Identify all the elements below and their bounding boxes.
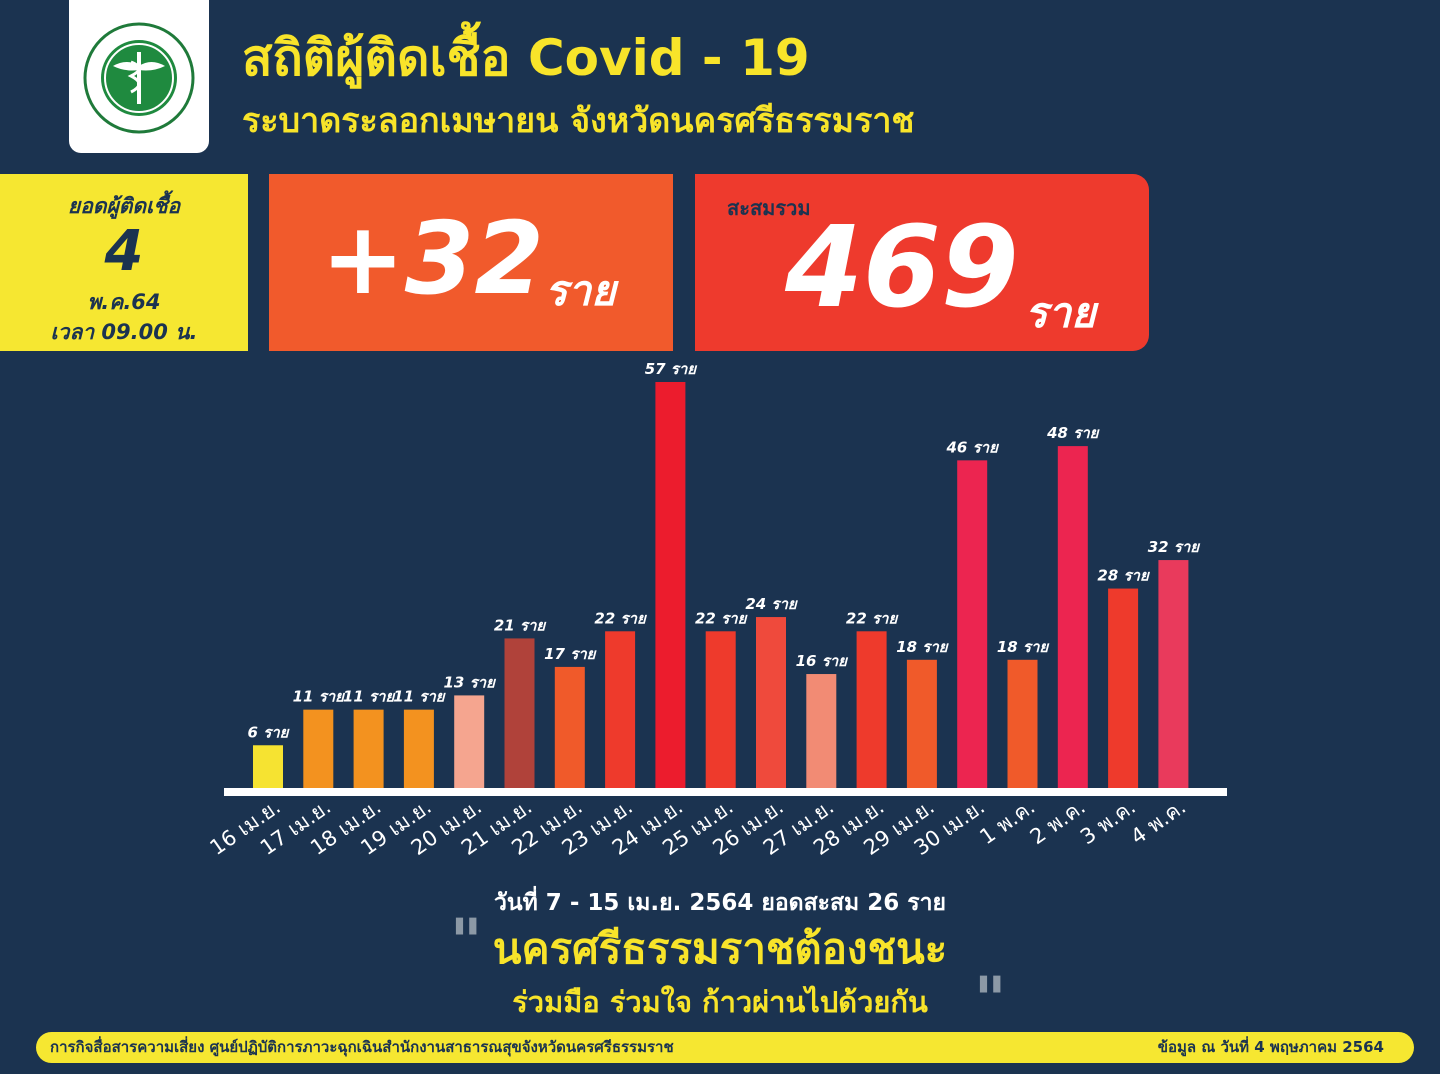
bar-value-label: 22 ราย — [846, 609, 899, 627]
bar-value-label: 11 ราย — [343, 688, 396, 706]
footer-source: การกิจสื่อสารความเสี่ยง ศูนย์ปฏิบัติการภ… — [50, 1038, 674, 1056]
total-cases-unit: ราย — [1025, 288, 1096, 337]
date-card-month: พ.ค.64 — [87, 290, 161, 314]
x-axis-line — [224, 788, 1227, 796]
bar-value-label: 48 ราย — [1046, 424, 1100, 442]
bar-4 — [403, 709, 434, 788]
bar-value-label: 21 ราย — [494, 616, 547, 634]
page-subtitle: ระบาดระลอกเมษายน จังหวัดนครศรีธรรมราช — [242, 101, 915, 141]
footer-bar: การกิจสื่อสารความเสี่ยง ศูนย์ปฏิบัติการภ… — [36, 1032, 1414, 1063]
open-quote-mark: " — [450, 905, 483, 978]
bar-19 — [1158, 560, 1189, 788]
x-tick-label: 2 พ.ค. — [1026, 794, 1090, 849]
bar-value-label: 16 ราย — [796, 652, 849, 670]
bar-1 — [253, 745, 283, 788]
bar-14 — [906, 659, 937, 788]
page-title: สถิติผู้ติดเชื้อ Covid - 19 — [242, 29, 810, 87]
slogan: นครศรีธรรมราชต้องชนะ — [492, 924, 948, 973]
ministry-emblem-icon — [83, 22, 195, 134]
bar-value-label: 28 ราย — [1097, 567, 1150, 585]
bar-11 — [756, 617, 786, 788]
total-cases-value: 469 — [785, 203, 1019, 333]
bar-value-label: 11 ราย — [293, 688, 346, 706]
ministry-logo — [69, 0, 209, 153]
bar-value-label: 18 ราย — [997, 638, 1050, 656]
bar-value-label: 13 ราย — [444, 673, 497, 691]
bar-value-label: 46 ราย — [946, 438, 1000, 456]
new-cases-value: +32 — [321, 200, 544, 317]
bar-value-label: 24 ราย — [745, 595, 798, 613]
bar-value-label: 17 ราย — [544, 645, 597, 663]
new-cases-card: +32 ราย — [269, 174, 673, 351]
date-card-time: เวลา 09.00 น. — [50, 320, 198, 344]
x-tick-label: 1 พ.ค. — [975, 794, 1039, 849]
total-cases-card: สะสมรวม 469 ราย — [695, 174, 1149, 351]
bar-16 — [1007, 659, 1038, 788]
bar-value-label: 11 ราย — [393, 688, 446, 706]
bar-value-label: 32 ราย — [1148, 538, 1201, 556]
bar-value-label: 22 ราย — [695, 609, 748, 627]
bar-8 — [605, 631, 636, 788]
bar-value-label: 18 ราย — [896, 638, 949, 656]
x-tick-label: 3 พ.ค. — [1076, 794, 1140, 849]
total-cases-label: สะสมรวม — [727, 196, 811, 220]
bar-9 — [655, 382, 686, 788]
date-card-day: 4 — [104, 219, 144, 284]
bar-value-label: 6 ราย — [248, 723, 290, 741]
report-date-card: ยอดผู้ติดเชื้อ 4 พ.ค.64 เวลา 09.00 น. — [0, 174, 248, 351]
bar-value-label: 22 ราย — [594, 609, 647, 627]
bar-3 — [353, 709, 384, 788]
bar-13 — [856, 631, 887, 788]
bar-15 — [957, 460, 988, 788]
bar-12 — [806, 674, 837, 788]
x-tick-label: 4 พ.ค. — [1126, 794, 1190, 849]
bar-value-label: 57 ราย — [645, 360, 698, 378]
date-card-label: ยอดผู้ติดเชื้อ — [67, 194, 181, 218]
bar-5 — [454, 695, 485, 788]
footer-date: ข้อมูล ณ วันที่ 4 พฤษภาคม 2564 — [1157, 1038, 1384, 1056]
slogan-sub: ร่วมมือ ร่วมใจ ก้าวผ่านไปด้วยกัน — [512, 985, 928, 1019]
bar-17 — [1057, 446, 1088, 788]
bar-7 — [554, 666, 585, 788]
new-cases-unit: ราย — [545, 266, 616, 315]
bar-18 — [1108, 588, 1139, 788]
close-quote-mark: " — [974, 963, 1007, 1036]
bar-2 — [303, 709, 334, 788]
bar-6 — [504, 638, 535, 788]
bar-10 — [705, 631, 736, 788]
accumulated-note: วันที่ 7 - 15 เม.ย. 2564 ยอดสะสม 26 ราย — [494, 890, 946, 916]
